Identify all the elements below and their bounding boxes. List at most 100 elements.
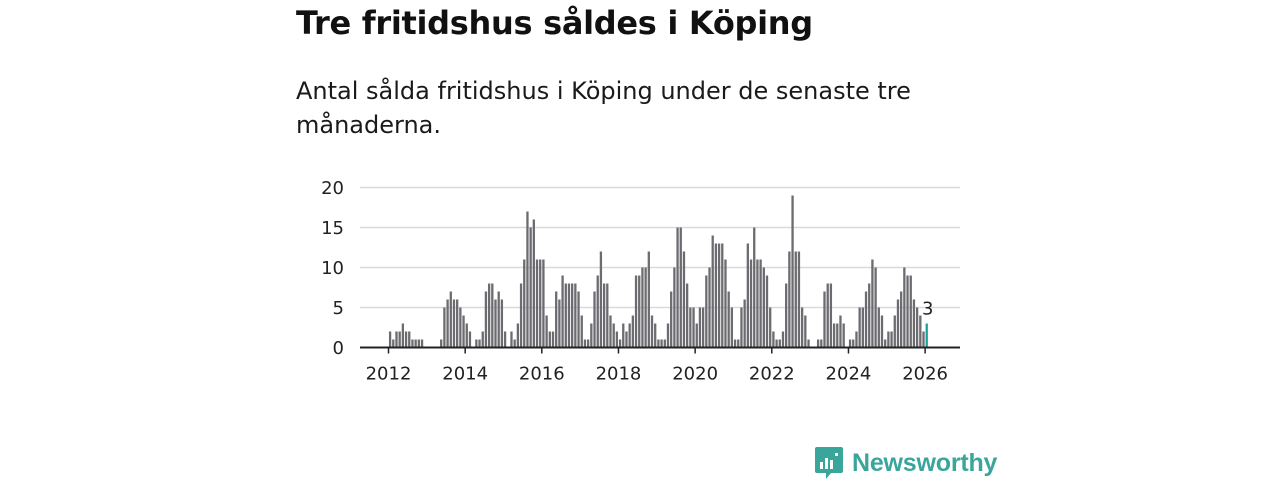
bar — [794, 251, 797, 348]
bar — [903, 267, 906, 348]
bar — [491, 283, 494, 348]
bar — [743, 299, 746, 348]
bar — [388, 331, 392, 348]
bar — [740, 307, 743, 348]
bar — [618, 339, 622, 348]
bar — [593, 291, 596, 348]
bar — [692, 307, 695, 348]
bar — [545, 315, 548, 348]
axis-layer: 2012 2014 2016 2018 2020 2022 2024 2026 — [360, 346, 960, 385]
bar — [392, 339, 395, 348]
bar — [880, 315, 884, 348]
bar — [548, 331, 551, 348]
bar — [906, 275, 909, 348]
bar — [711, 235, 714, 348]
bar — [657, 339, 660, 348]
bar — [631, 315, 634, 348]
bar — [800, 307, 804, 348]
x-tick-label: 2022 — [749, 364, 795, 385]
bar — [804, 315, 807, 348]
bar — [500, 299, 504, 348]
bar — [695, 323, 698, 348]
x-tick-label: 2024 — [826, 364, 872, 385]
bar — [705, 275, 708, 348]
bar — [679, 227, 682, 348]
bar — [612, 323, 615, 348]
bar — [765, 275, 769, 348]
bar — [602, 283, 606, 348]
bar — [807, 339, 810, 348]
bar — [478, 339, 481, 348]
bar — [401, 323, 405, 348]
bar — [676, 227, 679, 348]
bar — [861, 307, 864, 348]
bar — [733, 339, 737, 348]
bar — [670, 291, 673, 348]
bar — [893, 315, 896, 348]
bar — [443, 307, 446, 348]
bar — [596, 275, 599, 348]
bar — [650, 315, 654, 348]
bar — [647, 251, 650, 348]
bar — [781, 331, 785, 348]
bar — [839, 315, 842, 348]
bar — [529, 227, 532, 348]
bar — [526, 211, 529, 348]
bar — [855, 331, 858, 348]
bar — [730, 307, 734, 348]
bar — [561, 275, 564, 348]
bar — [721, 243, 724, 348]
bar — [826, 283, 829, 348]
bar — [877, 307, 880, 348]
bar — [858, 307, 861, 348]
chart-subtitle: Antal sålda fritidshus i Köping under de… — [296, 77, 911, 139]
bar — [408, 331, 411, 348]
bar — [915, 307, 919, 348]
bar — [456, 299, 459, 348]
bar — [494, 299, 497, 348]
x-tick-label: 2020 — [672, 364, 718, 385]
bar — [625, 331, 628, 348]
bar — [567, 283, 571, 348]
bar — [615, 331, 619, 348]
bar — [682, 251, 686, 348]
bar — [599, 251, 603, 348]
y-tick-label: 0 — [333, 338, 344, 359]
bar — [848, 339, 852, 348]
x-tick-label: 2018 — [596, 364, 642, 385]
bar — [420, 339, 424, 348]
bar — [890, 331, 893, 348]
bar — [864, 291, 868, 348]
bar — [542, 259, 545, 348]
brand-name: Newsworthy — [852, 448, 998, 477]
bar — [820, 339, 823, 348]
bar — [912, 299, 916, 348]
bar — [398, 331, 401, 348]
bar — [717, 243, 721, 348]
bar — [759, 259, 762, 348]
bar — [519, 283, 523, 348]
bar — [555, 291, 558, 348]
bar — [535, 259, 539, 348]
bar — [641, 267, 644, 348]
bar — [660, 339, 663, 348]
bar — [836, 323, 839, 348]
bar — [449, 291, 452, 348]
bar — [842, 323, 845, 348]
bar — [791, 195, 794, 348]
bar — [510, 331, 513, 348]
brand-logo: Newsworthy — [814, 446, 997, 480]
bar — [689, 307, 692, 348]
bar — [686, 283, 689, 348]
bar — [580, 315, 583, 348]
bar — [778, 339, 781, 348]
bar — [746, 243, 749, 348]
bar — [484, 291, 488, 348]
bar — [753, 227, 756, 348]
bar — [452, 299, 456, 348]
bar — [446, 299, 449, 348]
bar — [551, 331, 555, 348]
bar — [523, 259, 526, 348]
y-tick-label: 10 — [321, 258, 344, 279]
bar — [539, 259, 542, 348]
